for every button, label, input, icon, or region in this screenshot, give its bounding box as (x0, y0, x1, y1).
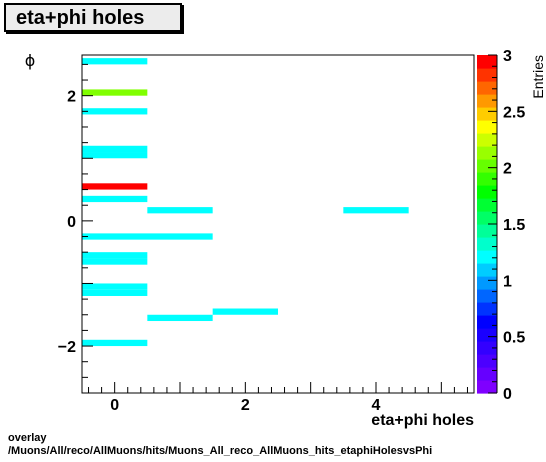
heatmap-cell (82, 289, 148, 296)
palette-band (477, 133, 497, 147)
heatmap-cell (82, 89, 148, 96)
y-tick-label: 2 (67, 89, 76, 106)
heatmap-cell (82, 152, 148, 159)
z-tick-label: 3 (503, 48, 512, 65)
palette-band (477, 68, 497, 82)
palette-band (477, 120, 497, 134)
plot-frame (81, 54, 475, 394)
plot-layer (82, 55, 474, 393)
heatmap-cell (82, 108, 148, 115)
palette-band (477, 289, 497, 303)
z-axis-title: Entries (530, 55, 546, 99)
heatmap-cell (82, 339, 148, 347)
chart-title: eta+phi holes (16, 7, 145, 29)
x-tick-label: 2 (241, 397, 250, 414)
palette-band (477, 341, 497, 355)
caption-line-2: /Muons/All/reco/AllMuons/hits/Muons_All_… (8, 445, 433, 457)
title-box: eta+phi holes (4, 3, 182, 32)
palette-band (477, 367, 497, 381)
x-tick-label: 4 (372, 397, 381, 414)
heatmap-cell (212, 308, 278, 315)
palette-band (477, 55, 497, 69)
palette-band (477, 250, 497, 264)
palette-band (477, 263, 497, 277)
heatmap-cell (82, 283, 148, 290)
palette-band (477, 159, 497, 173)
heatmap-cell (82, 252, 148, 259)
x-axis-title: eta+phi holes (371, 412, 474, 429)
palette-band (477, 146, 497, 160)
palette-band (477, 211, 497, 225)
palette-band (477, 302, 497, 316)
heatmap-cell (147, 207, 213, 214)
y-tick-label: 0 (67, 214, 76, 231)
palette-band (477, 237, 497, 251)
z-tick-label: 1.5 (503, 217, 525, 234)
heatmap-cell (147, 314, 213, 322)
heatmap-cell (82, 58, 148, 65)
heatmap-cell (82, 233, 213, 240)
palette-band (477, 198, 497, 212)
axis-layer: 0 2 4 −2 0 2 eta+phi holes ϕ (25, 51, 475, 429)
palette-band (477, 354, 497, 368)
palette-band (477, 276, 497, 290)
palette-band (477, 107, 497, 121)
heatmap-cell (82, 145, 148, 153)
color-palette: 0 0.5 1 1.5 2 2.5 3 Entries (477, 48, 546, 403)
caption: overlay /Muons/All/reco/AllMuons/hits/Mu… (8, 432, 432, 458)
z-tick-label: 2 (503, 161, 512, 178)
z-tick-label: 0.5 (503, 330, 525, 347)
z-tick-label: 1 (503, 273, 512, 290)
palette-band (477, 185, 497, 199)
y-axis-title: ϕ (25, 51, 36, 70)
palette-band (477, 380, 497, 394)
palette-band (477, 328, 497, 342)
z-tick-label: 0 (503, 386, 512, 403)
palette-band (477, 81, 497, 95)
palette-band (477, 224, 497, 238)
heatmap-cell (82, 258, 148, 265)
palette-band (477, 172, 497, 186)
y-tick-label: −2 (58, 339, 76, 356)
palette-band (477, 315, 497, 329)
z-tick-label: 2.5 (503, 104, 525, 121)
heatmap-cell (82, 183, 148, 190)
palette-band (477, 94, 497, 108)
x-tick-label: 0 (110, 397, 119, 414)
heatmap-cell (343, 207, 409, 214)
heatmap-cell (82, 195, 148, 203)
caption-line-1: overlay (8, 432, 47, 444)
